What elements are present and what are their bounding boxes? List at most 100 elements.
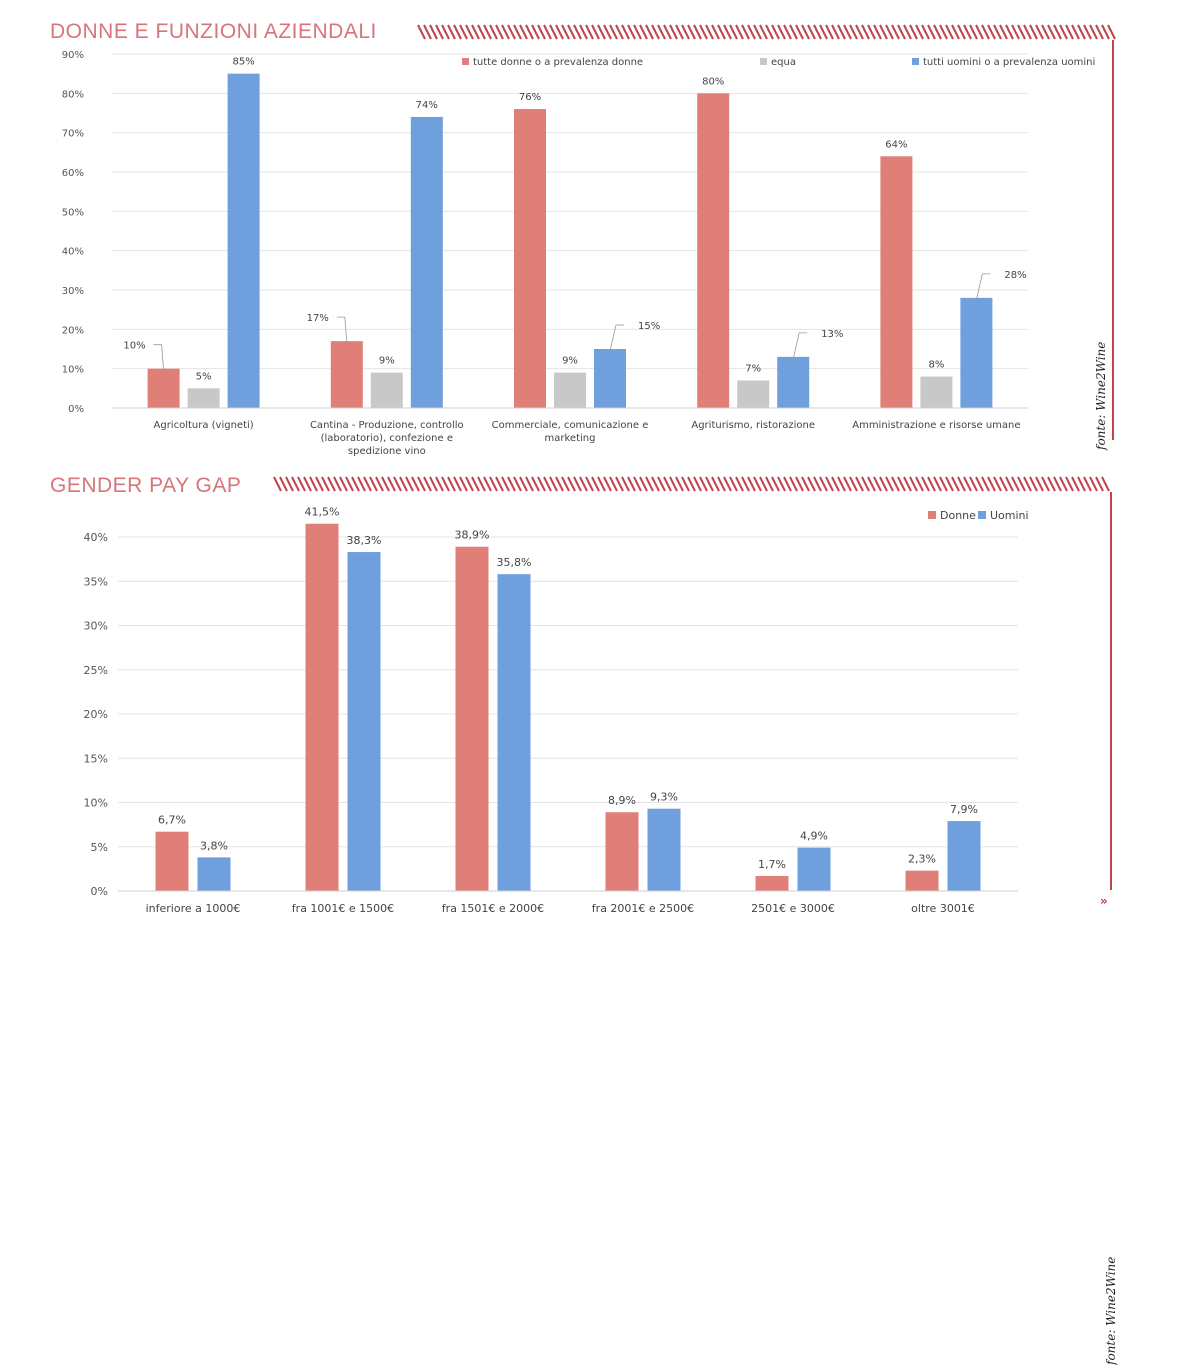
y-tick-label: 10% (84, 797, 108, 810)
data-label: 38,3% (347, 534, 382, 547)
y-tick-label: 0% (91, 885, 108, 898)
x-tick-label: Commerciale, comunicazione e (492, 420, 649, 431)
data-label: 13% (821, 329, 843, 340)
decorative-hatch-bar (417, 24, 1116, 40)
legend-swatch (760, 58, 767, 65)
bar (554, 372, 586, 408)
legend-swatch (978, 511, 986, 519)
y-tick-label: 90% (62, 50, 84, 61)
data-label: 6,7% (158, 814, 186, 827)
legend-label: equa (771, 57, 796, 68)
chevron-right-icon: » (1100, 894, 1108, 908)
bar (330, 341, 363, 408)
leader-line (792, 332, 808, 359)
data-label: 35,8% (497, 556, 532, 569)
bar (755, 875, 789, 891)
bar (514, 109, 546, 409)
bar (455, 546, 489, 891)
data-label: 80% (702, 76, 724, 87)
bar (347, 552, 381, 891)
data-label: 9% (379, 356, 395, 367)
bar (497, 574, 531, 891)
y-tick-label: 60% (62, 168, 84, 179)
y-tick-label: 15% (84, 752, 108, 765)
y-tick-label: 30% (62, 286, 84, 297)
data-label: 41,5% (305, 506, 340, 519)
x-tick-label: Cantina - Produzione, controllo (310, 420, 464, 431)
data-label: 76% (519, 92, 541, 103)
x-tick-label: Agriturismo, ristorazione (691, 420, 815, 431)
leader-line (336, 316, 348, 344)
data-label: 64% (885, 139, 907, 150)
x-tick-label: spedizione vino (348, 446, 426, 457)
bar (880, 156, 913, 408)
leader-line (153, 344, 164, 371)
x-tick-label: Agricoltura (vigneti) (154, 420, 254, 431)
source-note: fonte: Wine2Wine (1094, 341, 1108, 450)
legend-label: tutte donne o a prevalenza donne (473, 57, 643, 68)
y-tick-label: 0% (68, 404, 84, 415)
data-label: 1,7% (758, 858, 786, 871)
section-title-pay-gap: GENDER PAY GAP (50, 474, 242, 497)
data-label: 5% (196, 371, 212, 382)
section-donne-funzioni: DONNE E FUNZIONI AZIENDALI 0% 10% 20% 30% 40… (0, 0, 1200, 470)
data-label: 74% (416, 100, 438, 111)
x-tick-label: 2501€ e 3000€ (751, 902, 835, 915)
bar (920, 376, 953, 408)
bar (197, 857, 231, 891)
source-note: fonte: Wine2Wine (1104, 1256, 1118, 1365)
data-label: 2,3% (908, 853, 936, 866)
bar (647, 808, 681, 891)
y-tick-label: 70% (62, 129, 84, 140)
y-tick-label: 35% (84, 575, 108, 588)
legend-swatch (928, 511, 936, 519)
bar (147, 368, 180, 408)
y-tick-label: 80% (62, 89, 84, 100)
leader-line (609, 324, 624, 352)
x-tick-label: marketing (545, 433, 596, 444)
legend-swatch (912, 58, 919, 65)
bar (227, 73, 260, 409)
bar (697, 93, 730, 408)
x-tick-label: oltre 3001€ (911, 902, 975, 915)
bar (187, 388, 220, 408)
data-label: 7% (745, 363, 761, 374)
data-label: 7,9% (950, 803, 978, 816)
data-label: 17% (307, 313, 329, 324)
bar (305, 523, 339, 891)
chart-gender-pay-gap: 0% 5% 10% 15% 20% 25% 30% 35% 40% Donne Uomini 6,7%… (84, 476, 1112, 915)
bar (737, 380, 770, 408)
bar (594, 349, 626, 408)
data-label: 10% (123, 341, 145, 352)
y-tick-label: 20% (62, 325, 84, 336)
bar (410, 116, 443, 408)
x-tick-label: fra 1501€ e 2000€ (442, 902, 544, 915)
leader-line (976, 273, 991, 300)
data-label: 28% (1004, 270, 1026, 281)
x-tick-label: fra 1001€ e 1500€ (292, 902, 394, 915)
y-tick-label: 25% (84, 664, 108, 677)
data-label: 3,8% (200, 839, 228, 852)
bar (605, 812, 639, 891)
y-tick-label: 20% (84, 708, 108, 721)
data-label: 8,9% (608, 794, 636, 807)
legend-label: tutti uomini o a prevalenza uomini (923, 57, 1095, 68)
section-title-funzioni: DONNE E FUNZIONI AZIENDALI (50, 20, 377, 43)
bar (797, 847, 831, 891)
bar (155, 831, 189, 891)
legend-label: Donne (940, 509, 976, 522)
y-tick-label: 5% (91, 841, 108, 854)
data-label: 15% (638, 321, 660, 332)
legend-label: Uomini (990, 509, 1029, 522)
section-gender-pay-gap: GENDER PAY GAP 0% 5% 10% 15% 20% 25% 30% 35% 40%… (0, 470, 1200, 1365)
y-tick-label: 50% (62, 207, 84, 218)
bar (370, 372, 403, 408)
bar (960, 297, 993, 408)
chart-funzioni-aziendali: 0% 10% 20% 30% 40% 50% 60% 70% 80% 90% tutte donne… (62, 24, 1116, 457)
y-tick-label: 40% (62, 247, 84, 258)
x-tick-label: inferiore a 1000€ (146, 902, 241, 915)
bar (947, 821, 981, 891)
x-tick-label: (laboratorio), confezione e (321, 433, 453, 444)
y-tick-label: 40% (84, 531, 108, 544)
data-label: 9,3% (650, 791, 678, 804)
